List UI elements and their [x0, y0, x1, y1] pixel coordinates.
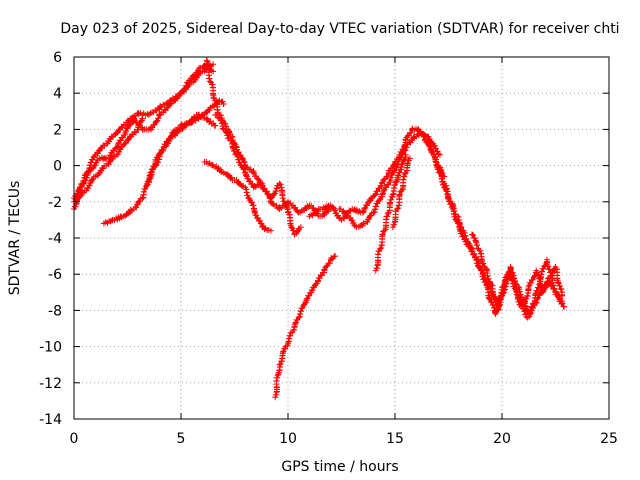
- y-tick-label: 4: [53, 86, 62, 102]
- axis-ticks: 0 5 10 15 20 25 -14 -12 -10 -8 -6 -4 -2 0 2 4 6: [39, 50, 618, 447]
- x-tick-label: 10: [279, 431, 297, 447]
- series-trace-16: [469, 231, 566, 314]
- series-markers: [203, 57, 304, 238]
- series-trace-12: [372, 151, 409, 274]
- series-markers: [372, 151, 409, 274]
- x-tick-label: 20: [493, 431, 511, 447]
- series-markers: [201, 158, 274, 234]
- series-trace-13: [389, 155, 413, 231]
- y-axis-label: SDTVAR / TECUs: [7, 181, 23, 296]
- y-tick-label: -12: [39, 376, 62, 392]
- data-layer: [71, 57, 568, 401]
- series-markers: [469, 231, 566, 314]
- series-trace-5: [143, 111, 219, 187]
- x-tick-label: 25: [600, 431, 618, 447]
- chart-title: Day 023 of 2025, Sidereal Day-to-day VTE…: [60, 21, 619, 37]
- y-tick-label: -14: [39, 412, 62, 428]
- y-tick-label: 6: [53, 50, 62, 66]
- y-tick-label: 0: [53, 159, 62, 175]
- series-trace-8: [201, 158, 274, 234]
- y-tick-label: -2: [48, 195, 62, 211]
- y-tick-label: -4: [48, 231, 62, 247]
- y-tick-label: 2: [53, 122, 62, 138]
- x-tick-label: 5: [177, 431, 186, 447]
- y-tick-label: -10: [39, 340, 62, 356]
- series-trace-9: [272, 253, 339, 401]
- y-tick-label: -8: [48, 303, 62, 319]
- series-markers: [272, 253, 339, 401]
- y-tick-label: -6: [48, 267, 62, 283]
- x-tick-label: 0: [70, 431, 79, 447]
- series-markers: [389, 155, 413, 231]
- x-axis-label: GPS time / hours: [281, 459, 398, 475]
- grid: [74, 57, 609, 419]
- x-tick-label: 15: [386, 431, 404, 447]
- series-markers: [143, 111, 219, 187]
- series-trace-6: [203, 57, 304, 238]
